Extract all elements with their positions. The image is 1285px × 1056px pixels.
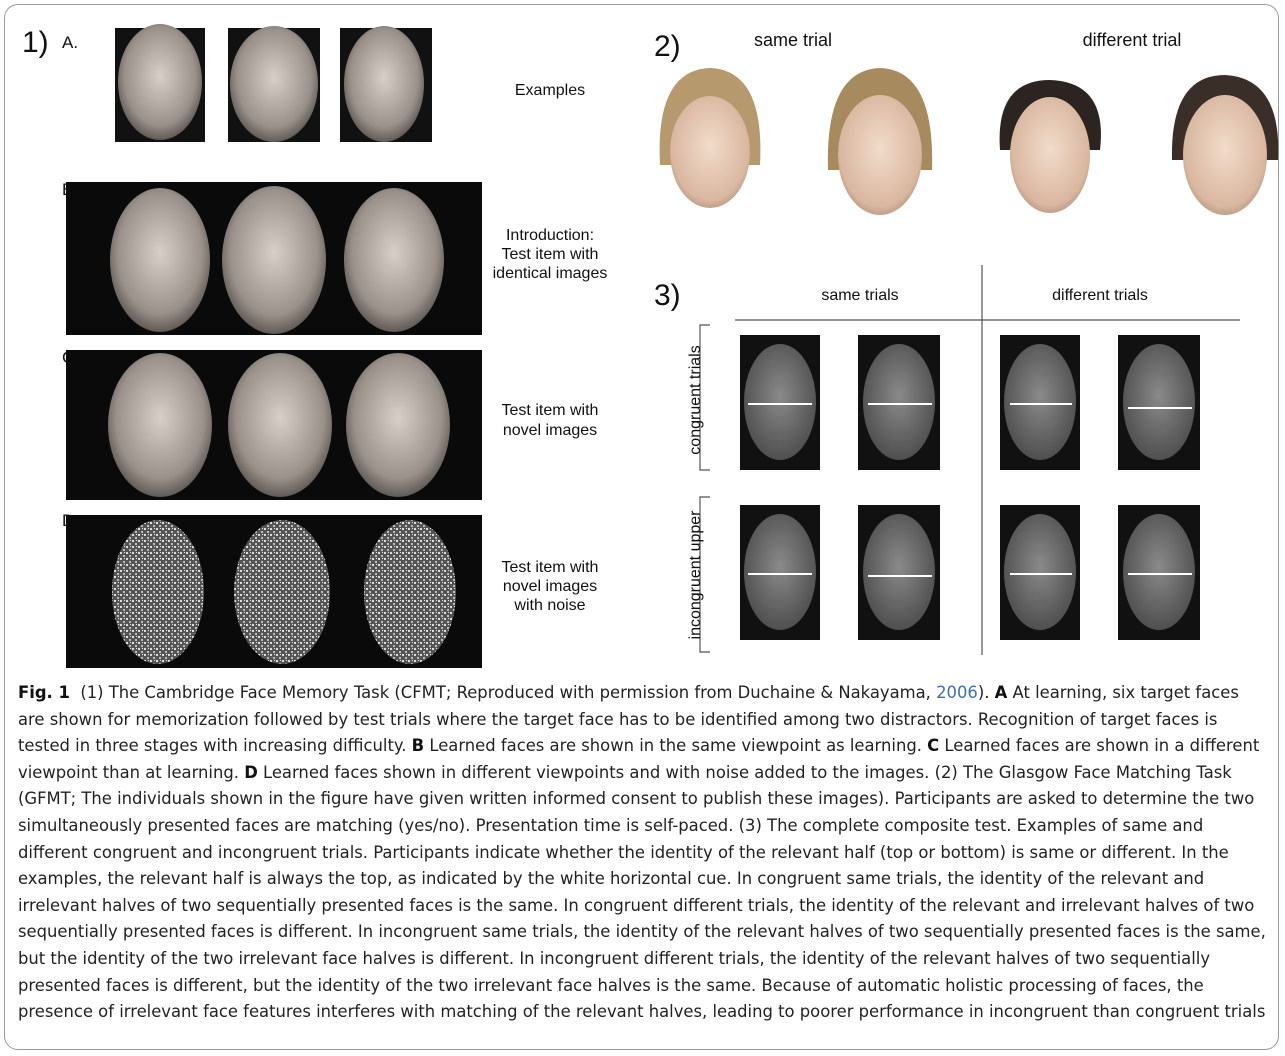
panel-ref: A [995, 683, 1008, 702]
caption-text: Learned faces are shown in the same view… [424, 736, 927, 755]
panel-label: 1) [22, 26, 49, 59]
row-label: novel images [503, 578, 597, 595]
body: { "panel1": { "label": "1)", "rows": [ {… [0, 0, 1285, 1056]
caption-text: Learned faces shown in different viewpoi… [18, 763, 1266, 1021]
face-images [66, 350, 482, 500]
column-label: same trials [821, 287, 898, 304]
row-label: Examples [515, 82, 585, 99]
caption-label: Fig. 1 [18, 683, 70, 702]
row-label: with noise [513, 597, 585, 614]
citation-link[interactable]: 2006 [936, 683, 978, 702]
panel-ref: B [412, 736, 425, 755]
face-images [66, 182, 482, 335]
row-label: novel images [503, 422, 597, 439]
panel-ref: C [927, 736, 939, 755]
row-label: Test item with [502, 559, 599, 576]
trial-label: same trial [754, 30, 832, 50]
panel-label: 2) [654, 30, 681, 63]
caption-text: (1) The Cambridge Face Memory Task (CFMT… [80, 683, 936, 702]
trial-label: different trial [1083, 30, 1182, 50]
face-images [66, 515, 482, 668]
row-label: identical images [493, 265, 608, 282]
row-label: Introduction: [506, 227, 594, 244]
face-images [740, 335, 1200, 640]
face-images [115, 24, 432, 142]
figure: 1) A. Examples B. Introduction: Test ite… [0, 0, 1285, 676]
row-letter: A. [62, 33, 78, 52]
column-label: different trials [1052, 287, 1148, 304]
row-label: Test item with [502, 246, 599, 263]
row-label: Test item with [502, 402, 599, 419]
row-label: congruent trials [687, 345, 704, 454]
page: Figure html, body { margin: 0; padding: … [0, 0, 1285, 1056]
face-images [660, 68, 1279, 215]
caption-text: ). [978, 683, 995, 702]
caption: Fig. 1 (1) The Cambridge Face Memory Tas… [18, 680, 1270, 1026]
panel-label: 3) [654, 279, 681, 312]
row-label: incongruent upper [687, 510, 704, 640]
panel-ref: D [244, 763, 258, 782]
